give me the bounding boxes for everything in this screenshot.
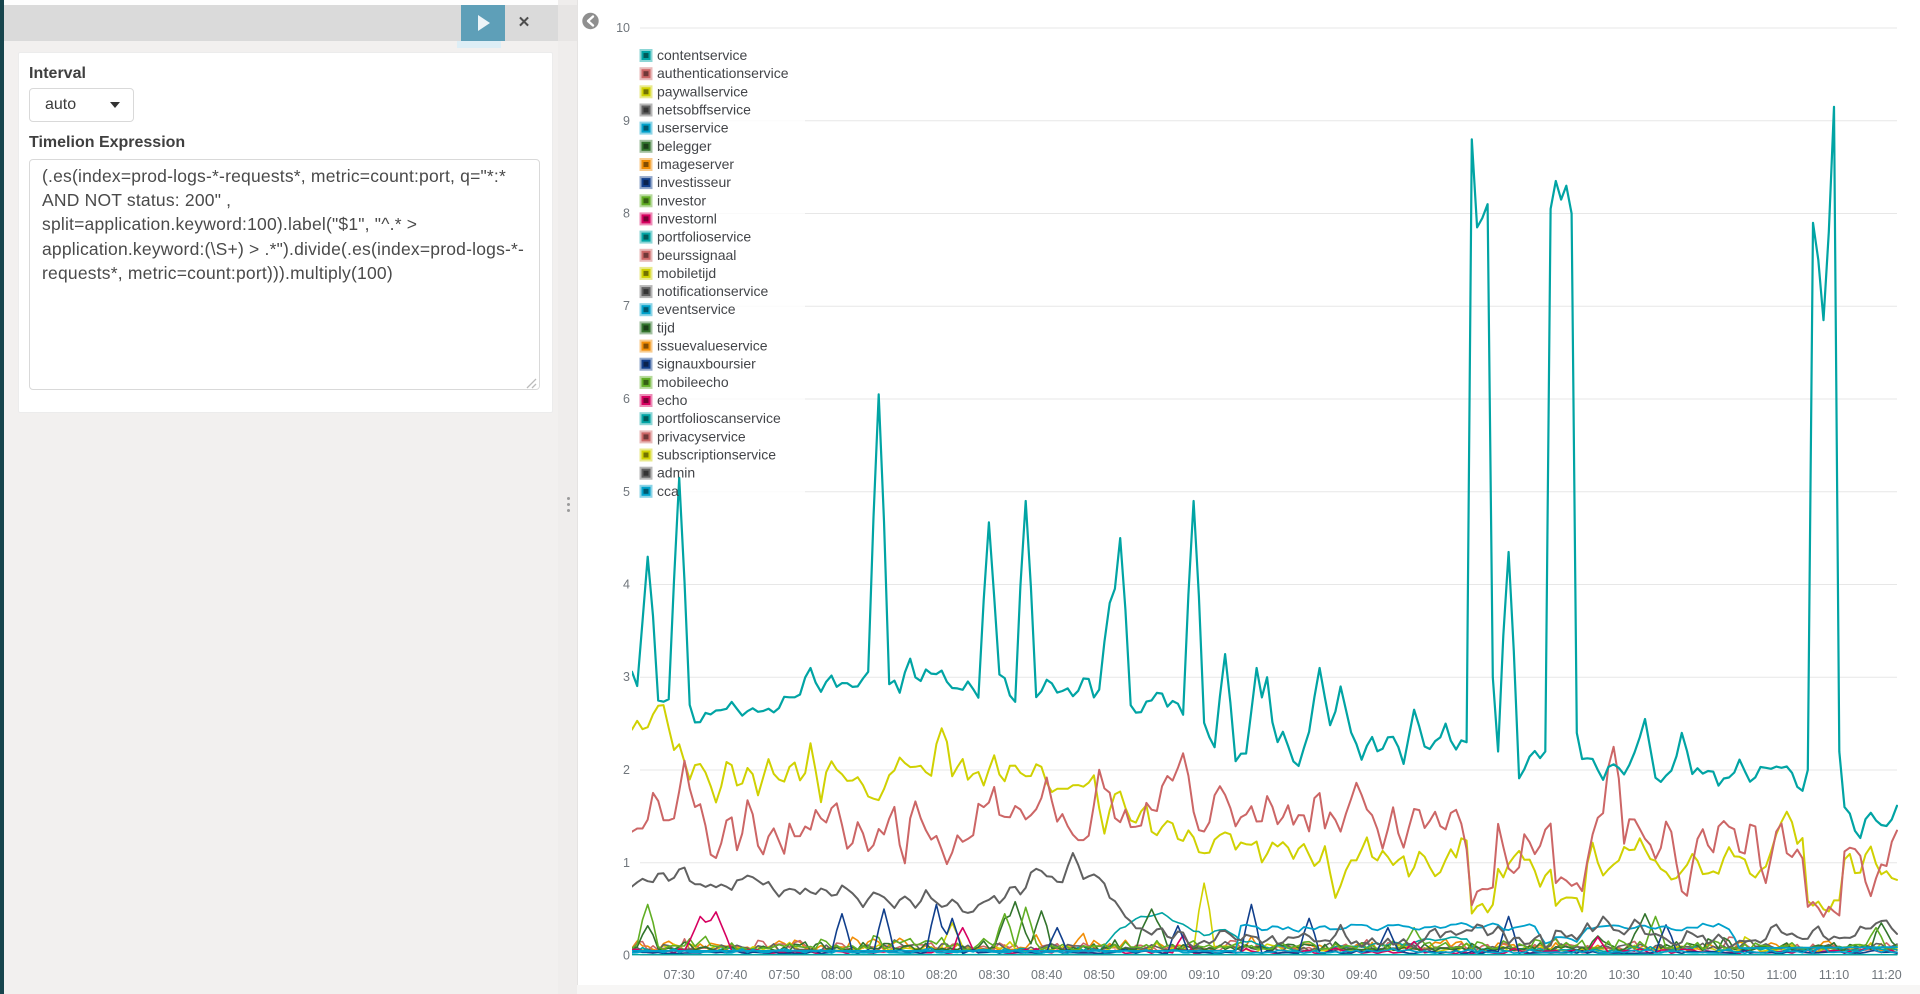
svg-text:userservice: userservice xyxy=(657,120,729,136)
svg-text:09:40: 09:40 xyxy=(1346,968,1377,982)
svg-text:paywallservice: paywallservice xyxy=(657,83,748,99)
svg-text:09:50: 09:50 xyxy=(1398,968,1429,982)
svg-text:2: 2 xyxy=(623,763,630,777)
svg-text:09:20: 09:20 xyxy=(1241,968,1272,982)
svg-text:5: 5 xyxy=(623,485,630,499)
svg-text:6: 6 xyxy=(623,392,630,406)
svg-text:08:50: 08:50 xyxy=(1084,968,1115,982)
svg-text:10:10: 10:10 xyxy=(1503,968,1534,982)
svg-text:cca: cca xyxy=(657,483,679,499)
svg-text:10: 10 xyxy=(616,21,630,35)
svg-text:notificationservice: notificationservice xyxy=(657,283,768,299)
svg-text:11:20: 11:20 xyxy=(1871,968,1901,982)
svg-text:8: 8 xyxy=(623,207,630,221)
svg-text:9: 9 xyxy=(623,114,630,128)
svg-text:imageserver: imageserver xyxy=(657,156,734,172)
svg-text:investor: investor xyxy=(657,192,706,208)
svg-text:mobiletijd: mobiletijd xyxy=(657,265,716,281)
svg-text:contentservice: contentservice xyxy=(657,47,747,63)
svg-text:beurssignaal: beurssignaal xyxy=(657,247,736,263)
svg-text:1: 1 xyxy=(623,856,630,870)
svg-text:authenticationservice: authenticationservice xyxy=(657,65,789,81)
svg-text:07:30: 07:30 xyxy=(664,968,695,982)
svg-text:10:00: 10:00 xyxy=(1451,968,1482,982)
svg-text:09:00: 09:00 xyxy=(1136,968,1167,982)
svg-text:3: 3 xyxy=(623,670,630,684)
svg-text:echo: echo xyxy=(657,392,688,408)
svg-text:signauxboursier: signauxboursier xyxy=(657,356,756,372)
svg-text:portfolioscanservice: portfolioscanservice xyxy=(657,410,781,426)
svg-text:10:40: 10:40 xyxy=(1661,968,1692,982)
svg-text:issuevalueservice: issuevalueservice xyxy=(657,338,768,354)
svg-text:10:20: 10:20 xyxy=(1556,968,1587,982)
svg-text:11:10: 11:10 xyxy=(1819,968,1849,982)
svg-text:10:50: 10:50 xyxy=(1713,968,1744,982)
svg-text:0: 0 xyxy=(623,949,630,963)
svg-text:subscriptionservice: subscriptionservice xyxy=(657,447,776,463)
svg-text:privacyservice: privacyservice xyxy=(657,428,746,444)
svg-text:investornl: investornl xyxy=(657,210,717,226)
svg-text:07:50: 07:50 xyxy=(769,968,800,982)
svg-text:mobileecho: mobileecho xyxy=(657,374,729,390)
svg-text:4: 4 xyxy=(623,578,630,592)
svg-text:07:40: 07:40 xyxy=(716,968,747,982)
svg-text:tijd: tijd xyxy=(657,319,675,335)
svg-text:portfolioservice: portfolioservice xyxy=(657,229,751,245)
svg-text:belegger: belegger xyxy=(657,138,712,154)
svg-text:7: 7 xyxy=(623,299,630,313)
svg-text:11:00: 11:00 xyxy=(1766,968,1796,982)
svg-text:08:40: 08:40 xyxy=(1031,968,1062,982)
svg-text:10:30: 10:30 xyxy=(1608,968,1639,982)
svg-text:08:30: 08:30 xyxy=(979,968,1010,982)
svg-text:08:20: 08:20 xyxy=(926,968,957,982)
svg-text:admin: admin xyxy=(657,465,695,481)
svg-text:08:00: 08:00 xyxy=(821,968,852,982)
svg-text:investisseur: investisseur xyxy=(657,174,731,190)
svg-text:09:10: 09:10 xyxy=(1188,968,1219,982)
svg-text:netsobffservice: netsobffservice xyxy=(657,102,751,118)
svg-text:08:10: 08:10 xyxy=(874,968,905,982)
svg-text:09:30: 09:30 xyxy=(1293,968,1324,982)
svg-text:eventservice: eventservice xyxy=(657,301,736,317)
